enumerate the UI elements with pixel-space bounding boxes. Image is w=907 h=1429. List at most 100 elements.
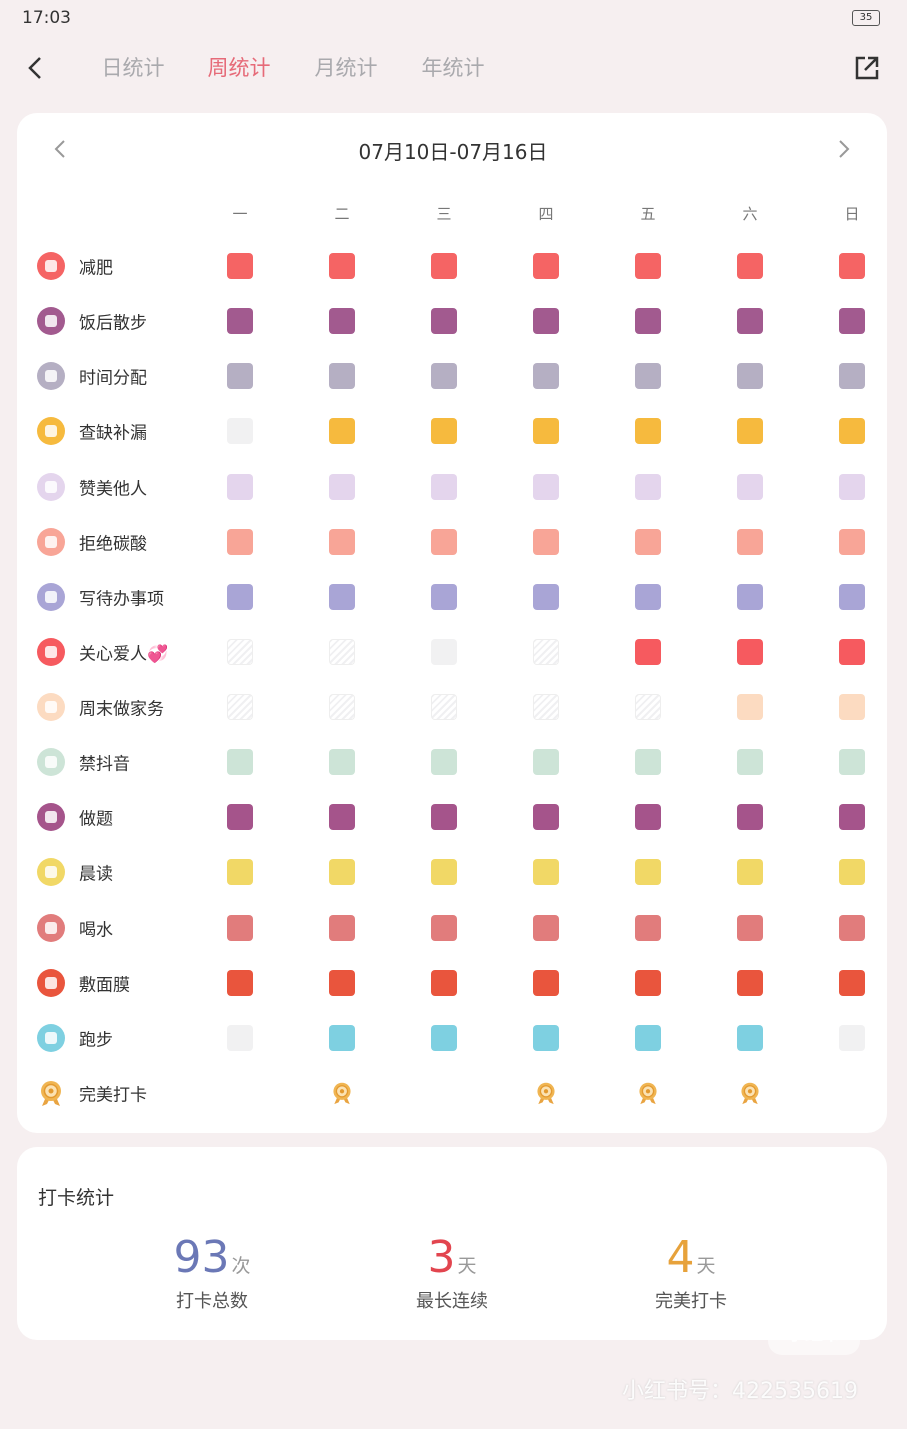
check-cell[interactable]: [329, 363, 355, 390]
check-cell[interactable]: [329, 914, 355, 941]
check-cell[interactable]: [431, 914, 457, 941]
check-cell[interactable]: [737, 583, 763, 610]
check-cell[interactable]: [533, 253, 559, 279]
check-cell[interactable]: [737, 418, 763, 445]
check-cell[interactable]: [227, 253, 253, 279]
check-cell[interactable]: [227, 638, 253, 665]
check-cell[interactable]: [533, 749, 559, 776]
check-cell[interactable]: [533, 804, 559, 831]
habit-name[interactable]: 查缺补漏: [79, 423, 147, 444]
check-cell[interactable]: [431, 1024, 457, 1051]
check-cell[interactable]: [533, 363, 559, 390]
check-cell[interactable]: [227, 528, 253, 555]
check-cell[interactable]: [839, 694, 865, 721]
check-cell[interactable]: [431, 308, 457, 335]
check-cell[interactable]: [431, 418, 457, 445]
habit-name[interactable]: 写待办事项: [79, 589, 164, 610]
check-cell[interactable]: [329, 528, 355, 555]
check-cell[interactable]: [737, 969, 763, 996]
check-cell[interactable]: [635, 914, 661, 941]
check-cell[interactable]: [227, 1024, 253, 1051]
check-cell[interactable]: [737, 749, 763, 776]
check-cell[interactable]: [329, 583, 355, 610]
check-cell[interactable]: [329, 749, 355, 776]
habit-name[interactable]: 做题: [79, 809, 113, 830]
check-cell[interactable]: [635, 253, 661, 279]
check-cell[interactable]: [329, 859, 355, 886]
check-cell[interactable]: [431, 363, 457, 390]
check-cell[interactable]: [533, 969, 559, 996]
habit-name[interactable]: 减肥: [79, 258, 113, 279]
check-cell[interactable]: [635, 749, 661, 776]
check-cell[interactable]: [227, 308, 253, 335]
check-cell[interactable]: [227, 859, 253, 886]
check-cell[interactable]: [635, 804, 661, 831]
check-cell[interactable]: [839, 583, 865, 610]
check-cell[interactable]: [839, 253, 865, 279]
habit-name[interactable]: 跑步: [79, 1030, 113, 1051]
check-cell[interactable]: [839, 969, 865, 996]
check-cell[interactable]: [431, 638, 457, 665]
check-cell[interactable]: [329, 694, 355, 721]
check-cell[interactable]: [737, 859, 763, 886]
check-cell[interactable]: [227, 914, 253, 941]
next-week[interactable]: [836, 138, 852, 160]
check-cell[interactable]: [329, 418, 355, 445]
check-cell[interactable]: [431, 583, 457, 610]
check-cell[interactable]: [839, 1024, 865, 1051]
check-cell[interactable]: [533, 528, 559, 555]
check-cell[interactable]: [533, 859, 559, 886]
check-cell[interactable]: [635, 528, 661, 555]
check-cell[interactable]: [227, 473, 253, 500]
check-cell[interactable]: [329, 473, 355, 500]
check-cell[interactable]: [635, 1024, 661, 1051]
habit-name[interactable]: 禁抖音: [79, 754, 130, 775]
check-cell[interactable]: [839, 363, 865, 390]
check-cell[interactable]: [635, 969, 661, 996]
check-cell[interactable]: [329, 253, 355, 279]
check-cell[interactable]: [533, 583, 559, 610]
check-cell[interactable]: [839, 914, 865, 941]
check-cell[interactable]: [635, 583, 661, 610]
check-cell[interactable]: [737, 914, 763, 941]
check-cell[interactable]: [737, 528, 763, 555]
check-cell[interactable]: [227, 694, 253, 721]
back-button[interactable]: [24, 54, 48, 82]
check-cell[interactable]: [329, 638, 355, 665]
check-cell[interactable]: [839, 638, 865, 665]
check-cell[interactable]: [635, 418, 661, 445]
habit-name[interactable]: 周末做家务: [79, 699, 164, 720]
habit-name[interactable]: 喝水: [79, 920, 113, 941]
check-cell[interactable]: [737, 694, 763, 721]
check-cell[interactable]: [737, 363, 763, 390]
tab[interactable]: 月统计: [314, 56, 378, 80]
check-cell[interactable]: [737, 638, 763, 665]
check-cell[interactable]: [737, 473, 763, 500]
share-button[interactable]: [853, 54, 881, 82]
check-cell[interactable]: [533, 914, 559, 941]
prev-week[interactable]: [52, 138, 68, 160]
check-cell[interactable]: [533, 1024, 559, 1051]
check-cell[interactable]: [431, 473, 457, 500]
check-cell[interactable]: [329, 1024, 355, 1051]
check-cell[interactable]: [431, 528, 457, 555]
tab[interactable]: 周统计: [207, 56, 271, 80]
check-cell[interactable]: [839, 308, 865, 335]
check-cell[interactable]: [839, 418, 865, 445]
check-cell[interactable]: [431, 859, 457, 886]
check-cell[interactable]: [737, 253, 763, 279]
check-cell[interactable]: [635, 473, 661, 500]
check-cell[interactable]: [329, 804, 355, 831]
check-cell[interactable]: [533, 473, 559, 500]
check-cell[interactable]: [227, 418, 253, 445]
habit-name[interactable]: 赞美他人: [79, 479, 147, 500]
check-cell[interactable]: [227, 804, 253, 831]
habit-name[interactable]: 拒绝碳酸: [79, 534, 147, 555]
check-cell[interactable]: [227, 363, 253, 390]
habit-name[interactable]: 饭后散步: [79, 313, 147, 334]
check-cell[interactable]: [737, 1024, 763, 1051]
check-cell[interactable]: [227, 749, 253, 776]
check-cell[interactable]: [329, 969, 355, 996]
check-cell[interactable]: [737, 308, 763, 335]
check-cell[interactable]: [431, 969, 457, 996]
